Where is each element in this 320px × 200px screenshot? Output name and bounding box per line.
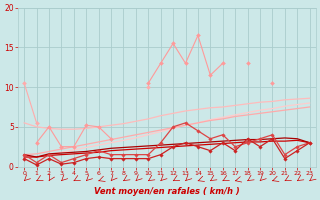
X-axis label: Vent moyen/en rafales ( km/h ): Vent moyen/en rafales ( km/h ) — [94, 187, 240, 196]
